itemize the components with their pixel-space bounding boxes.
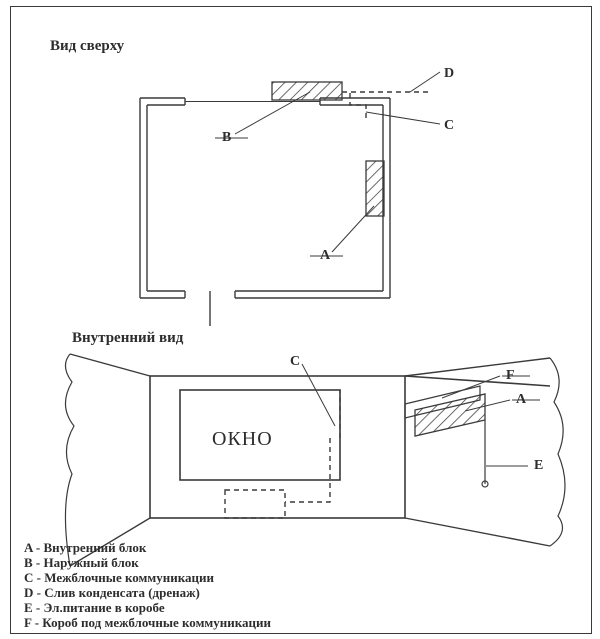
label-A-interior: A	[516, 392, 526, 408]
label-A-top: A	[320, 248, 330, 264]
legend-B: B - Наружный блок	[24, 555, 271, 570]
page: Вид сверху Внутренний вид B D C A C F A …	[0, 0, 600, 639]
label-C-top: C	[444, 118, 454, 134]
legend: A - Внутренний блок B - Наружный блок C …	[24, 540, 271, 630]
title-interior-view: Внутренний вид	[72, 330, 183, 347]
diagram-svg	[10, 6, 590, 632]
label-E: E	[534, 458, 543, 474]
label-C-interior: C	[290, 354, 300, 370]
legend-F: F - Короб под межблочные коммуникации	[24, 615, 271, 630]
label-window-okno: ОКНО	[212, 428, 273, 451]
label-B: B	[222, 130, 231, 146]
legend-D: D - Слив конденсата (дренаж)	[24, 585, 271, 600]
label-D: D	[444, 66, 454, 82]
legend-C: C - Межблочные коммуникации	[24, 570, 271, 585]
legend-A: A - Внутренний блок	[24, 540, 271, 555]
legend-E: E - Эл.питание в коробе	[24, 600, 271, 615]
label-F: F	[506, 368, 515, 384]
title-top-view: Вид сверху	[50, 38, 124, 55]
